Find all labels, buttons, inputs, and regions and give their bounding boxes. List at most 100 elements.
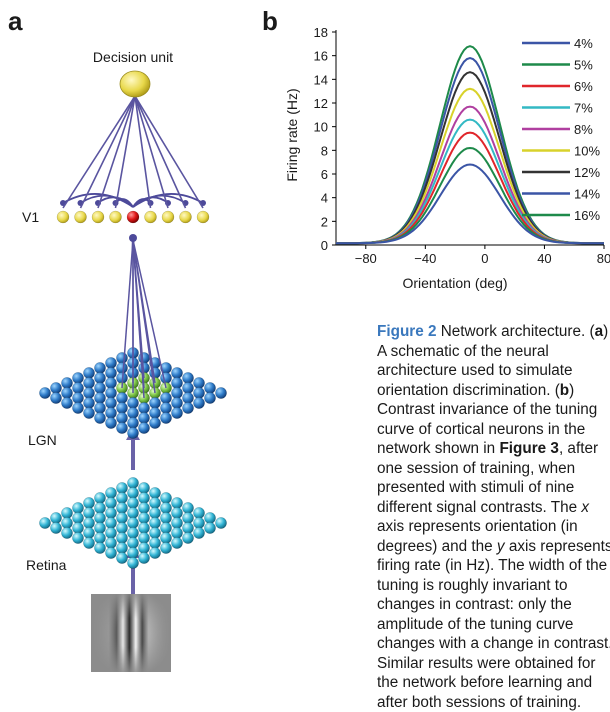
neuron bbox=[94, 512, 106, 524]
retina-label: Retina bbox=[26, 557, 67, 573]
series-line bbox=[336, 105, 604, 245]
neuron bbox=[72, 402, 84, 414]
neuron bbox=[171, 377, 183, 389]
neuron bbox=[116, 512, 128, 524]
neuron bbox=[61, 387, 73, 399]
neuron bbox=[116, 552, 128, 564]
decision-connection bbox=[79, 95, 136, 209]
neuron bbox=[149, 417, 161, 429]
y-tick-label: 4 bbox=[321, 191, 328, 206]
neuron bbox=[83, 397, 95, 409]
neuron bbox=[94, 372, 106, 384]
neuron bbox=[204, 382, 216, 394]
neuron bbox=[105, 497, 117, 509]
y-tick-label: 10 bbox=[314, 120, 328, 135]
neuron bbox=[193, 377, 205, 389]
lgn-layer bbox=[39, 347, 227, 439]
neuron bbox=[182, 512, 194, 524]
neuron bbox=[171, 407, 183, 419]
neuron bbox=[72, 392, 84, 404]
neuron bbox=[72, 522, 84, 534]
neuron bbox=[171, 367, 183, 379]
caption-figure-label: Figure 2 bbox=[377, 323, 437, 340]
v1-to-decision-connections bbox=[62, 95, 204, 209]
series-line bbox=[336, 87, 604, 245]
neuron bbox=[39, 387, 51, 399]
neuron bbox=[83, 367, 95, 379]
caption-text-1: Network architecture. ( bbox=[436, 323, 595, 340]
neuron bbox=[61, 397, 73, 409]
neuron bbox=[182, 382, 194, 394]
neuron bbox=[83, 387, 95, 399]
neuron bbox=[83, 527, 95, 539]
v1-label: V1 bbox=[22, 209, 39, 225]
neuron bbox=[105, 547, 117, 559]
x-tick-label: −80 bbox=[355, 251, 377, 266]
neuron bbox=[215, 387, 227, 399]
neuron bbox=[182, 402, 194, 414]
neuron bbox=[116, 492, 128, 504]
series-line bbox=[336, 146, 604, 245]
neuron bbox=[127, 507, 139, 519]
series-line bbox=[336, 71, 604, 245]
lgn-v1-connection bbox=[132, 239, 145, 399]
chart-series-lines bbox=[336, 45, 604, 245]
neuron bbox=[105, 537, 117, 549]
decision-connection bbox=[134, 95, 169, 209]
neuron bbox=[138, 352, 150, 364]
neuron bbox=[160, 392, 172, 404]
neuron bbox=[105, 397, 117, 409]
neuron bbox=[116, 412, 128, 424]
y-tick-label: 16 bbox=[314, 49, 328, 64]
y-tick-label: 12 bbox=[314, 96, 328, 111]
neuron bbox=[72, 502, 84, 514]
neuron bbox=[193, 527, 205, 539]
v1-neuron bbox=[161, 210, 175, 224]
neuron bbox=[105, 517, 117, 529]
neuron bbox=[116, 352, 128, 364]
caption-ref-fig3: Figure 3 bbox=[499, 440, 559, 457]
neuron bbox=[182, 522, 194, 534]
legend-label: 7% bbox=[574, 101, 593, 116]
v1-neuron bbox=[196, 210, 210, 224]
decision-connection bbox=[114, 95, 136, 209]
neuron bbox=[160, 372, 172, 384]
decision-connection bbox=[134, 95, 152, 209]
neuron bbox=[204, 522, 216, 534]
neuron bbox=[72, 532, 84, 544]
neuron bbox=[94, 402, 106, 414]
neuron bbox=[105, 417, 117, 429]
neuron bbox=[149, 547, 161, 559]
neuron bbox=[138, 422, 150, 434]
caption-text-6: axis represents firing rate (in Hz). The… bbox=[377, 537, 610, 711]
neuron bbox=[105, 387, 117, 399]
neuron bbox=[83, 507, 95, 519]
caption-text-5: axis represents orientation (in degrees)… bbox=[377, 518, 578, 555]
neuron bbox=[72, 512, 84, 524]
neuron bbox=[61, 507, 73, 519]
neuron bbox=[215, 517, 227, 529]
neuron bbox=[149, 497, 161, 509]
neuron bbox=[149, 397, 161, 409]
neuron bbox=[72, 372, 84, 384]
neuron bbox=[160, 522, 172, 534]
neuron bbox=[127, 397, 139, 409]
caption-text-2: ) A schematic of the neural architecture… bbox=[377, 323, 609, 399]
decision-unit-node bbox=[119, 70, 151, 98]
neuron bbox=[94, 492, 106, 504]
neuron bbox=[94, 362, 106, 374]
neuron bbox=[182, 502, 194, 514]
v1-neuron bbox=[74, 210, 87, 224]
neuron bbox=[171, 517, 183, 529]
y-tick-label: 0 bbox=[321, 238, 328, 253]
neuron bbox=[204, 512, 216, 524]
legend-label: 4% bbox=[574, 36, 593, 51]
neuron bbox=[160, 512, 172, 524]
y-tick-label: 8 bbox=[321, 143, 328, 158]
series-line bbox=[336, 118, 604, 245]
chart-xlabel: Orientation (deg) bbox=[402, 275, 507, 291]
firing-rate-chart: 0 2 4 6 8 10 12 14 16 18 −80 −40 0 40 80 4% 5% 6% 7% 8% 10%… bbox=[284, 25, 610, 291]
neuron bbox=[61, 377, 73, 389]
neuron bbox=[116, 422, 128, 434]
neuron bbox=[138, 532, 150, 544]
